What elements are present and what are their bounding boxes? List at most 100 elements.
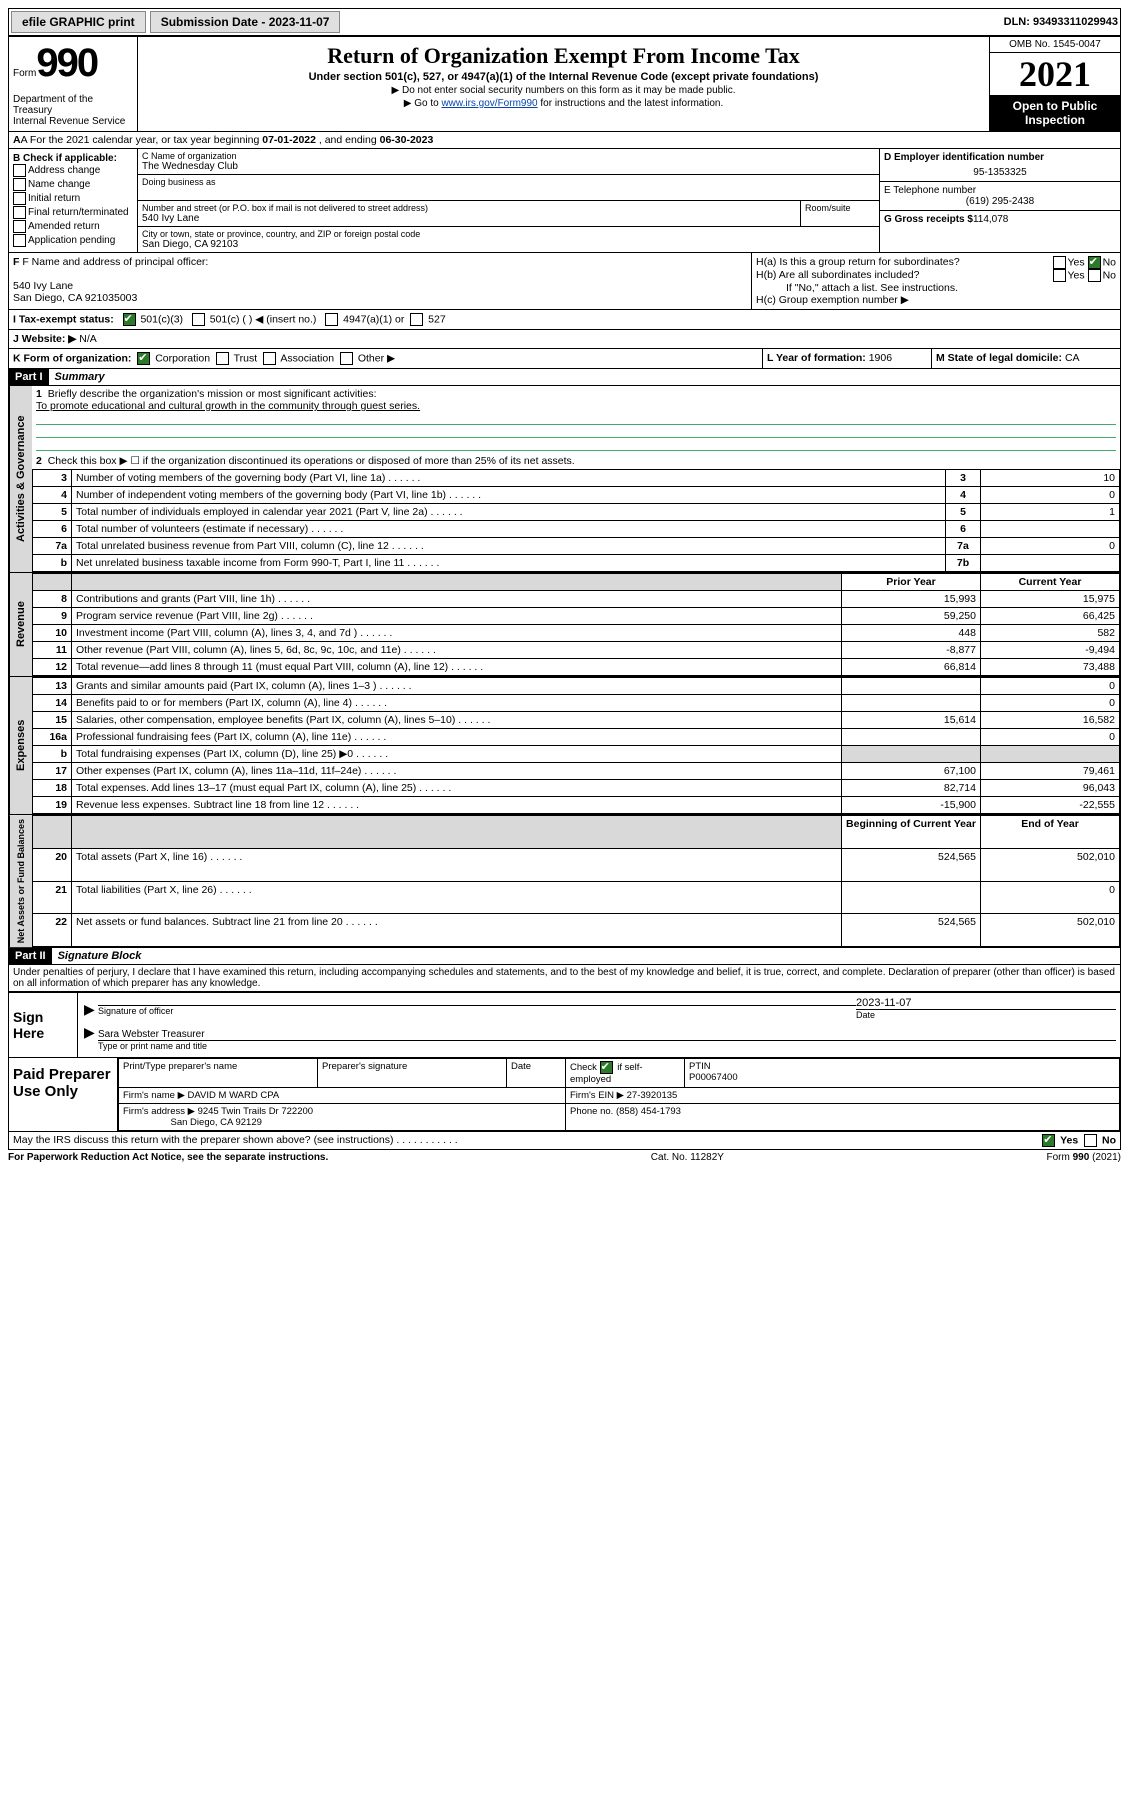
sign-date-caption: Date — [856, 1010, 1116, 1020]
ptin-value: P00067400 — [689, 1072, 738, 1083]
line-num: 14 — [33, 695, 72, 712]
form-subtitle: Under section 501(c), 527, or 4947(a)(1)… — [144, 71, 983, 83]
opt-527: 527 — [428, 313, 446, 325]
cb-corp[interactable] — [137, 352, 150, 365]
cb-assoc[interactable] — [263, 352, 276, 365]
cb-app-pending[interactable] — [13, 234, 26, 247]
f-label: F Name and address of principal officer: — [22, 256, 208, 268]
cb-discuss-no[interactable] — [1084, 1134, 1097, 1147]
part2-header: Part II Signature Block — [9, 948, 1120, 965]
cb-ha-no[interactable] — [1088, 256, 1101, 269]
cb-hb-yes[interactable] — [1053, 269, 1066, 282]
curr-value: 0 — [981, 695, 1120, 712]
curr-value: -22,555 — [981, 797, 1120, 814]
cb-self-employed[interactable] — [600, 1061, 613, 1074]
sign-here-block: Sign Here ▶ Signature of officer 2023-11… — [8, 993, 1121, 1058]
prior-value: 66,814 — [842, 659, 981, 676]
street-address: 540 Ivy Lane — [142, 213, 796, 224]
l-value: 1906 — [869, 352, 892, 364]
opt-other: Other ▶ — [358, 352, 395, 364]
omb-number: OMB No. 1545-0047 — [990, 37, 1120, 53]
submission-date-button[interactable]: Submission Date - 2023-11-07 — [150, 11, 341, 33]
summary-net: Net Assets or Fund Balances Beginning of… — [9, 815, 1120, 948]
dln-label: DLN: 93493311029943 — [1004, 16, 1118, 28]
line-value: 0 — [981, 487, 1120, 504]
cb-501c[interactable] — [192, 313, 205, 326]
lbl-final: Final return/terminated — [28, 207, 129, 218]
col-hdr-prior: Beginning of Current Year — [842, 816, 981, 849]
line-num: 15 — [33, 712, 72, 729]
sig-name-line: ▶Sara Webster Treasurer — [98, 1028, 1116, 1041]
prior-value: 15,993 — [842, 591, 981, 608]
cb-4947[interactable] — [325, 313, 338, 326]
m-value: CA — [1065, 352, 1080, 364]
curr-value: 66,425 — [981, 608, 1120, 625]
cb-501c3[interactable] — [123, 313, 136, 326]
cb-discuss-yes[interactable] — [1042, 1134, 1055, 1147]
sig-officer-caption: Signature of officer — [98, 1006, 856, 1016]
section-f-h: F F Name and address of principal office… — [9, 253, 1120, 310]
cb-initial-return[interactable] — [13, 192, 26, 205]
opt-501c3: 501(c)(3) — [140, 313, 183, 325]
hdr-blank — [33, 574, 72, 591]
row-a-tax-year: AA For the 2021 calendar year, or tax ye… — [9, 132, 1120, 149]
summary-governance: Activities & Governance 1 Briefly descri… — [9, 386, 1120, 573]
curr-value: -9,494 — [981, 642, 1120, 659]
hb-yes: Yes — [1068, 269, 1085, 281]
line-value — [981, 521, 1120, 538]
k-label: K Form of organization: — [13, 352, 131, 364]
line-text: Number of voting members of the governin… — [72, 470, 946, 487]
line-num: 11 — [33, 642, 72, 659]
sign-name: Sara Webster Treasurer — [98, 1029, 205, 1040]
ha-label: H(a) Is this a group return for subordin… — [756, 256, 976, 269]
line-text: Number of independent voting members of … — [72, 487, 946, 504]
gross-value: 114,078 — [973, 214, 1008, 225]
cb-other[interactable] — [340, 352, 353, 365]
declaration-text: Under penalties of perjury, I declare th… — [9, 965, 1120, 992]
footer-right-pre: Form — [1047, 1152, 1073, 1163]
prior-value — [842, 881, 981, 914]
line-text: Professional fundraising fees (Part IX, … — [72, 729, 842, 746]
firm-addr2: San Diego, CA 92129 — [171, 1117, 262, 1128]
line-text: Total fundraising expenses (Part IX, col… — [72, 746, 842, 763]
cb-name-change[interactable] — [13, 178, 26, 191]
form990-link[interactable]: www.irs.gov/Form990 — [441, 98, 537, 109]
form-container: Form 990 Department of the Treasury Inte… — [8, 36, 1121, 993]
cb-527[interactable] — [410, 313, 423, 326]
row-klm: K Form of organization: Corporation Trus… — [9, 349, 1120, 369]
line-num: 9 — [33, 608, 72, 625]
efile-button[interactable]: efile GRAPHIC print — [11, 11, 146, 33]
note2-pre: ▶ Go to — [404, 98, 442, 109]
line-num: 8 — [33, 591, 72, 608]
hdr-blank — [33, 816, 72, 849]
m-label: M State of legal domicile: — [936, 352, 1062, 364]
phone-value: (619) 295-2438 — [884, 196, 1116, 207]
paid-preparer-block: Paid Preparer Use Only Print/Type prepar… — [8, 1058, 1121, 1132]
prior-value: -15,900 — [842, 797, 981, 814]
line-text: Total liabilities (Part X, line 26) — [72, 881, 842, 914]
org-name: The Wednesday Club — [142, 161, 875, 172]
curr-value: 79,461 — [981, 763, 1120, 780]
curr-value: 0 — [981, 881, 1120, 914]
summary-tbl-exp: 13 Grants and similar amounts paid (Part… — [32, 677, 1120, 814]
cb-hb-no[interactable] — [1088, 269, 1101, 282]
cb-trust[interactable] — [216, 352, 229, 365]
line-text: Total number of individuals employed in … — [72, 504, 946, 521]
cb-address-change[interactable] — [13, 164, 26, 177]
line-text: Total expenses. Add lines 13–17 (must eq… — [72, 780, 842, 797]
curr-value: 0 — [981, 678, 1120, 695]
line-num: b — [33, 555, 72, 572]
city-state-zip: San Diego, CA 92103 — [142, 239, 875, 250]
section-b-to-g: B Check if applicable: Address change Na… — [9, 149, 1120, 253]
cb-ha-yes[interactable] — [1053, 256, 1066, 269]
line-text: Investment income (Part VIII, column (A)… — [72, 625, 842, 642]
part1-hdr: Part I — [9, 369, 49, 385]
part2-title: Signature Block — [52, 948, 148, 964]
cb-final-return[interactable] — [13, 206, 26, 219]
sign-name-caption: Type or print name and title — [98, 1041, 1116, 1051]
prior-value: 59,250 — [842, 608, 981, 625]
line-num: 10 — [33, 625, 72, 642]
prior-value — [842, 729, 981, 746]
rowA-mid: , and ending — [316, 134, 380, 146]
cb-amended[interactable] — [13, 220, 26, 233]
